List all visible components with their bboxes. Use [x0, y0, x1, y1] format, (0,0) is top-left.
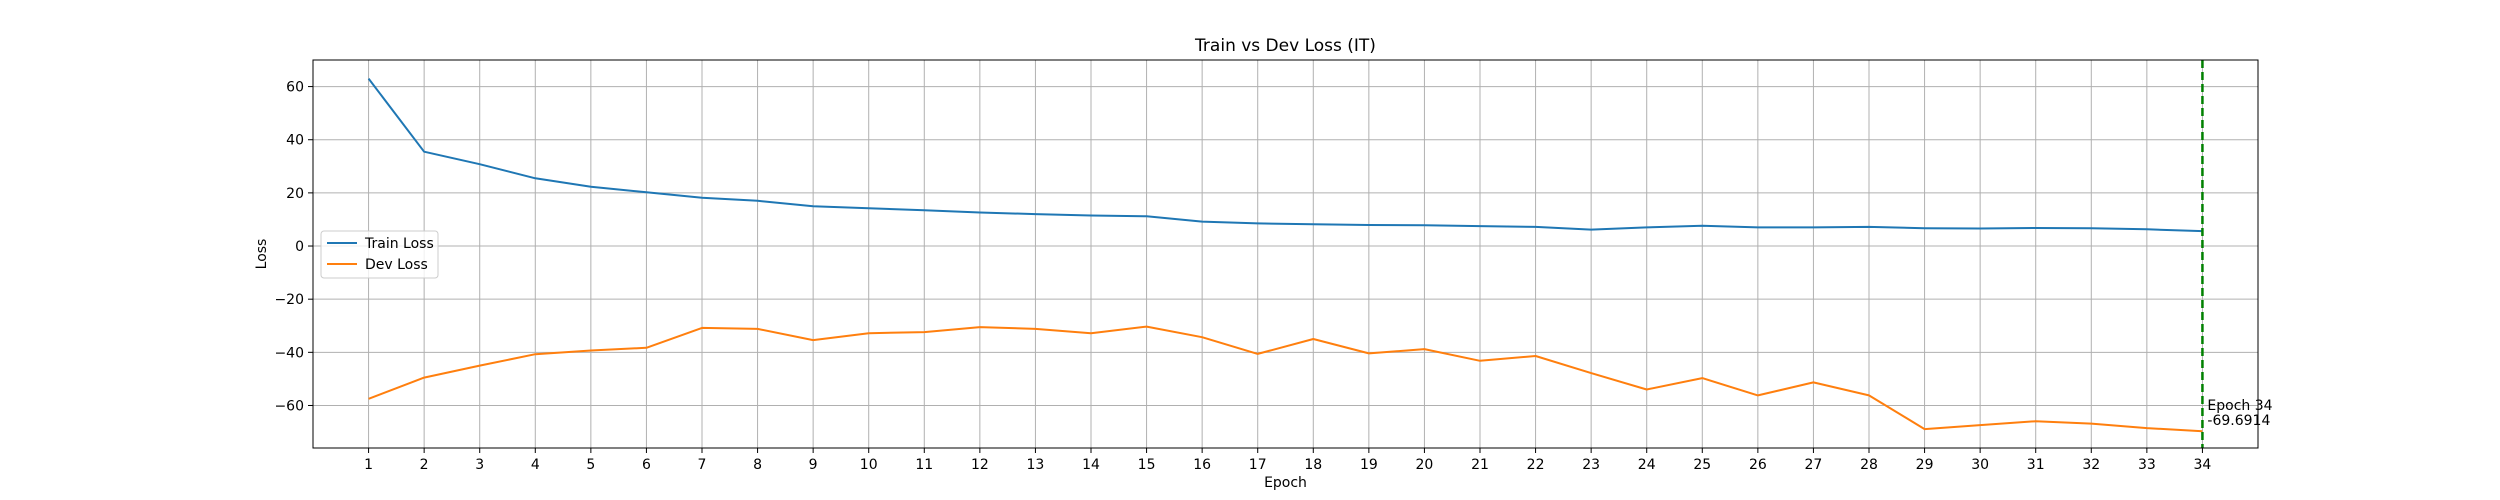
x-tick-label-22: 22 [1527, 457, 1545, 473]
legend-label-train-loss: Train Loss [364, 236, 434, 252]
x-tick-label-31: 31 [2027, 457, 2045, 473]
y-tick-label-4: −20 [274, 292, 304, 308]
y-tick-label-0: 60 [286, 80, 304, 96]
x-tick-label-33: 33 [2138, 457, 2156, 473]
x-tick-label-25: 25 [1693, 457, 1711, 473]
x-axis-label: Epoch [1264, 475, 1307, 491]
x-tick-label-19: 19 [1360, 457, 1378, 473]
y-tick-label-6: −60 [274, 398, 304, 414]
x-tick-label-8: 8 [753, 457, 762, 473]
y-tick-label-3: 0 [295, 239, 304, 255]
x-tick-label-20: 20 [1416, 457, 1434, 473]
x-tick-label-10: 10 [860, 457, 878, 473]
x-tick-label-13: 13 [1027, 457, 1045, 473]
y-tick-label-1: 40 [286, 133, 304, 149]
plot-frame [312, 59, 2259, 449]
x-axis-ticks: 1 2 3 4 5 6 7 8 9 10 11 12 13 14 15 16 17 18 19 20 21 22 23 24 2… [364, 448, 2211, 473]
x-tick-label-30: 30 [1971, 457, 1989, 473]
chart-title: Train vs Dev Loss (IT) [1194, 36, 1376, 56]
legend-label-dev-loss: Dev Loss [365, 257, 428, 273]
x-tick-label-17: 17 [1249, 457, 1267, 473]
x-tick-label-26: 26 [1749, 457, 1767, 473]
x-tick-label-29: 29 [1916, 457, 1934, 473]
marker-label-value: -69.6914 [2207, 413, 2270, 429]
y-tick-label-5: −40 [274, 345, 304, 361]
x-tick-label-12: 12 [971, 457, 989, 473]
x-tick-label-16: 16 [1193, 457, 1211, 473]
series-line-train-loss [367, 77, 2203, 233]
x-tick-label-9: 9 [809, 457, 818, 473]
x-tick-label-34: 34 [2194, 457, 2212, 473]
x-tick-label-7: 7 [698, 457, 707, 473]
y-axis-ticks: 60 40 20 0 −20 −40 −60 [274, 80, 313, 414]
x-tick-label-15: 15 [1138, 457, 1156, 473]
x-tick-label-21: 21 [1471, 457, 1489, 473]
x-tick-label-24: 24 [1638, 457, 1656, 473]
grid-lines [313, 60, 2258, 448]
x-tick-label-27: 27 [1805, 457, 1823, 473]
x-tick-label-23: 23 [1582, 457, 1600, 473]
x-tick-label-1: 1 [364, 457, 373, 473]
x-tick-label-5: 5 [586, 457, 595, 473]
x-tick-label-32: 32 [2082, 457, 2100, 473]
x-tick-label-4: 4 [531, 457, 540, 473]
y-axis-label: Loss [254, 239, 270, 270]
marker-label-epoch: Epoch 34 [2207, 398, 2272, 414]
series-layer [367, 77, 2203, 433]
x-tick-label-11: 11 [915, 457, 933, 473]
x-tick-label-6: 6 [642, 457, 651, 473]
y-tick-label-2: 20 [286, 186, 304, 202]
x-tick-label-2: 2 [420, 457, 429, 473]
x-tick-label-28: 28 [1860, 457, 1878, 473]
x-tick-label-18: 18 [1304, 457, 1322, 473]
legend: Train Loss Dev Loss [320, 230, 439, 279]
x-tick-label-3: 3 [475, 457, 484, 473]
x-tick-label-14: 14 [1082, 457, 1100, 473]
series-line-dev-loss [368, 325, 2203, 433]
